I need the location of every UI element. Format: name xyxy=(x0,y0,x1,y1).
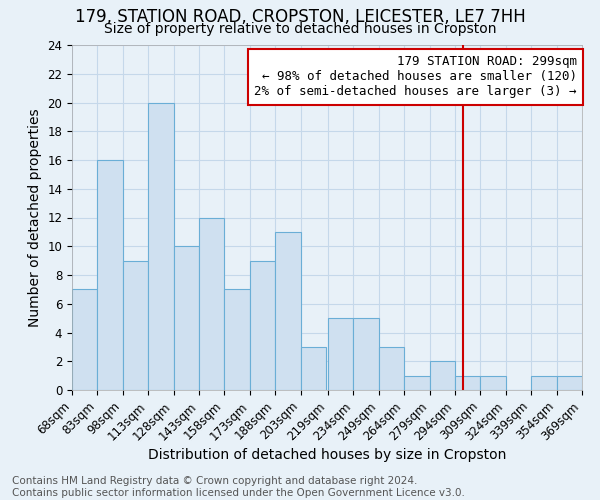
Bar xyxy=(199,218,224,390)
Bar xyxy=(481,376,506,390)
Bar xyxy=(301,347,326,390)
Bar xyxy=(250,260,275,390)
Text: 179, STATION ROAD, CROPSTON, LEICESTER, LE7 7HH: 179, STATION ROAD, CROPSTON, LEICESTER, … xyxy=(74,8,526,26)
Bar xyxy=(353,318,379,390)
Bar xyxy=(148,102,173,390)
Bar xyxy=(72,290,97,390)
Bar xyxy=(173,246,199,390)
Bar xyxy=(557,376,582,390)
Bar xyxy=(531,376,557,390)
Bar xyxy=(328,318,353,390)
Bar xyxy=(123,260,148,390)
Bar xyxy=(379,347,404,390)
Bar xyxy=(97,160,123,390)
Bar xyxy=(404,376,430,390)
Y-axis label: Number of detached properties: Number of detached properties xyxy=(28,108,42,327)
Bar xyxy=(455,376,481,390)
X-axis label: Distribution of detached houses by size in Cropston: Distribution of detached houses by size … xyxy=(148,448,506,462)
Bar xyxy=(275,232,301,390)
Bar xyxy=(224,290,250,390)
Bar xyxy=(430,361,455,390)
Text: Contains HM Land Registry data © Crown copyright and database right 2024.
Contai: Contains HM Land Registry data © Crown c… xyxy=(12,476,465,498)
Text: 179 STATION ROAD: 299sqm
← 98% of detached houses are smaller (120)
2% of semi-d: 179 STATION ROAD: 299sqm ← 98% of detach… xyxy=(254,56,577,98)
Text: Size of property relative to detached houses in Cropston: Size of property relative to detached ho… xyxy=(104,22,496,36)
